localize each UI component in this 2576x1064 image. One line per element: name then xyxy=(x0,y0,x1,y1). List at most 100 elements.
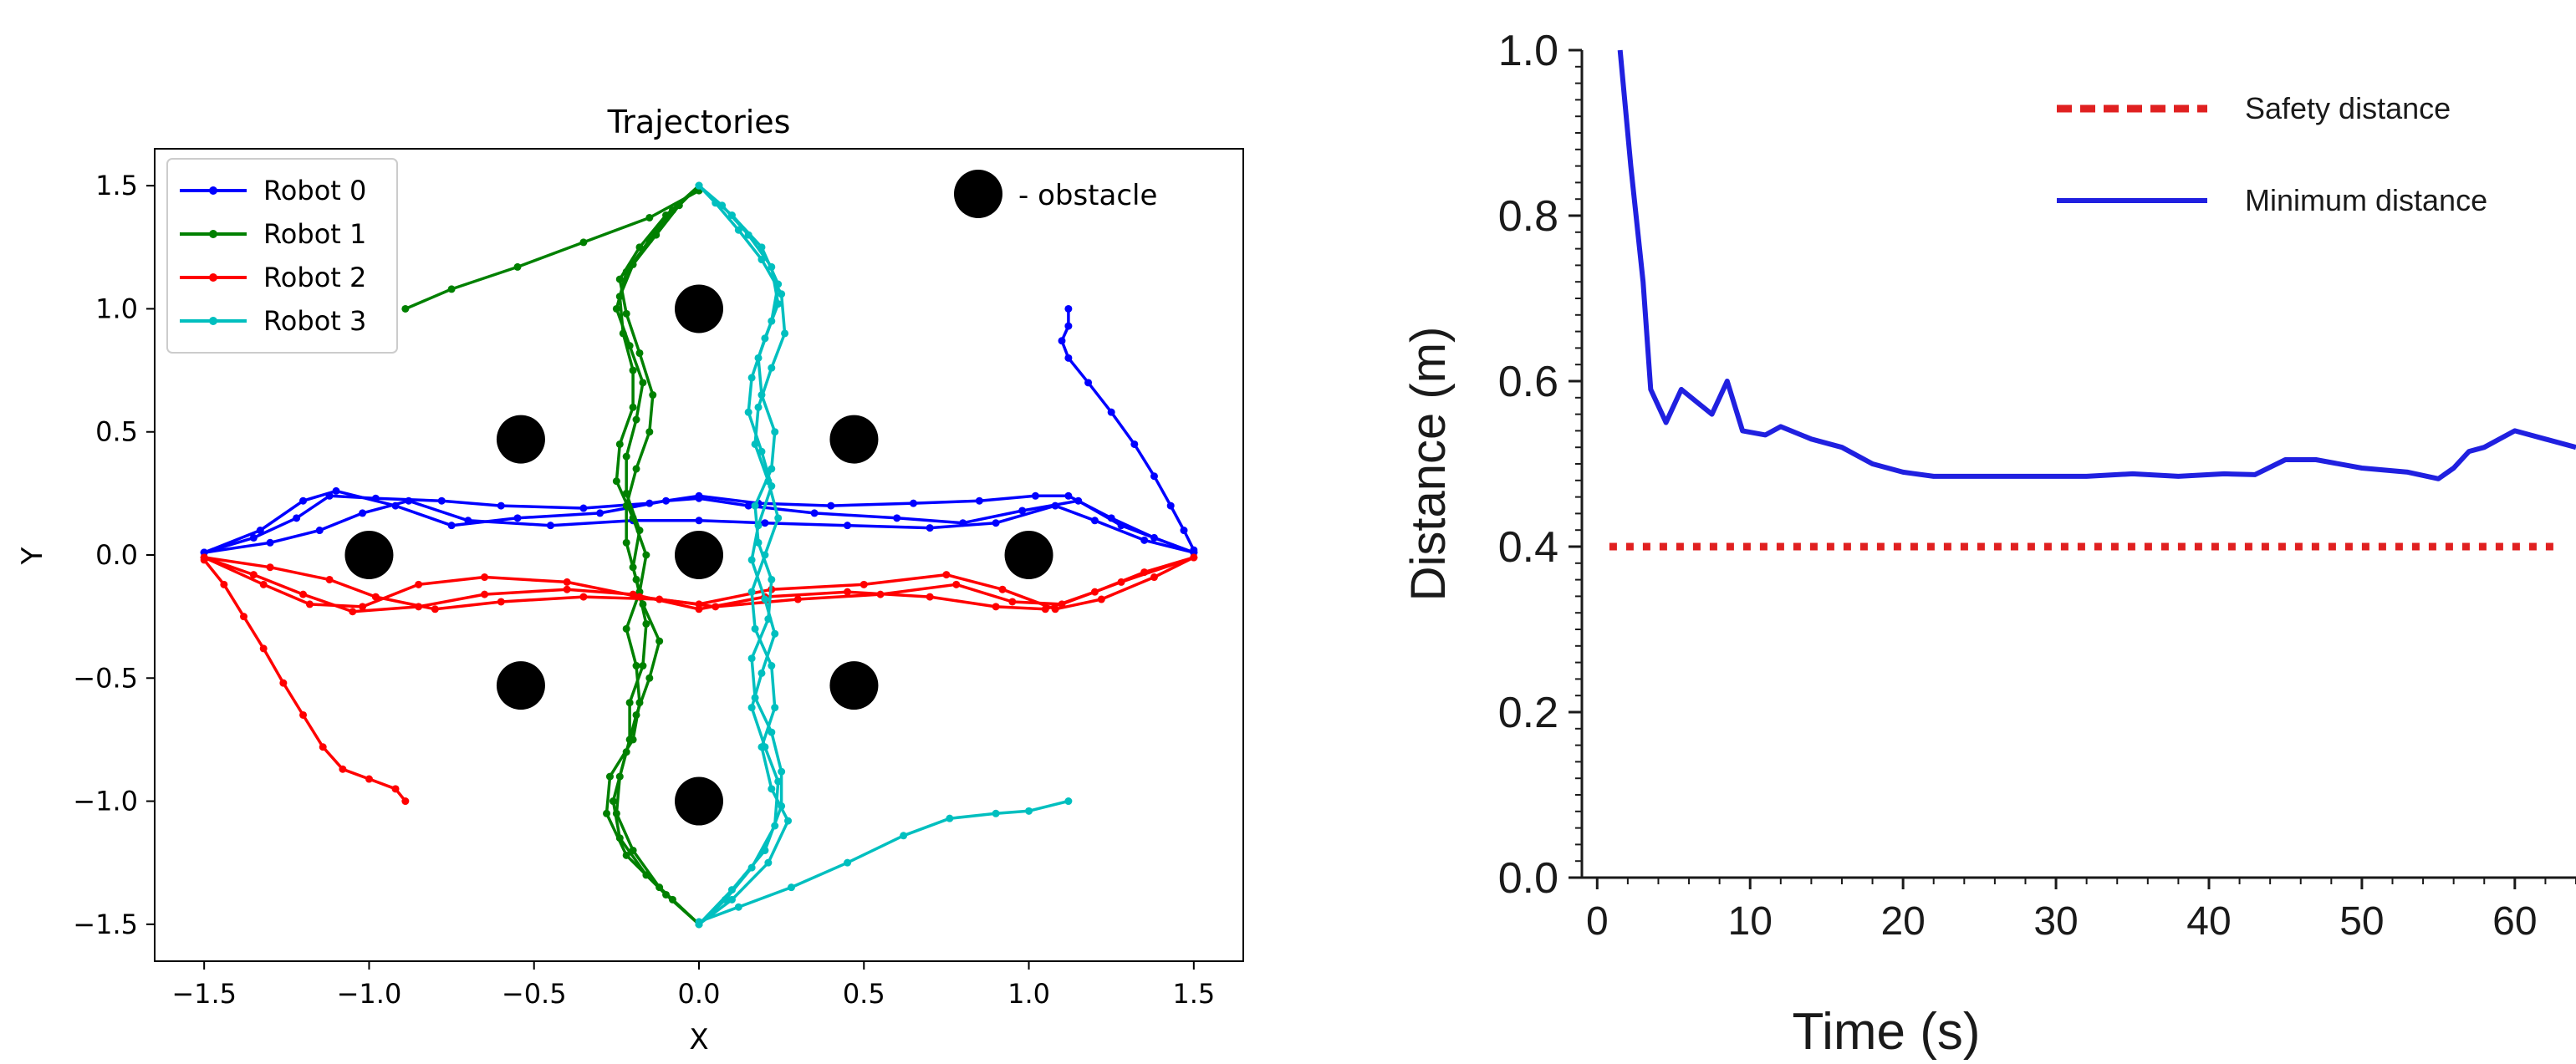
legend-marker-robot-3 xyxy=(209,317,217,325)
robot-2-point xyxy=(1008,598,1017,606)
robot-3-point xyxy=(751,440,759,448)
robot-0-point xyxy=(926,524,934,532)
robot-1-point xyxy=(632,662,640,670)
obstacle-3 xyxy=(344,531,394,579)
robot-3-point xyxy=(712,199,720,207)
robot-1-point xyxy=(645,428,654,436)
x-tick-label: 0.0 xyxy=(678,978,721,1010)
robot-0-point xyxy=(1058,337,1066,345)
y-tick-label: −0.5 xyxy=(73,662,138,694)
robot-3-point xyxy=(751,624,759,633)
legend-marker-robot-2 xyxy=(209,273,217,282)
robot-2-point xyxy=(998,585,1007,593)
obstacles-layer xyxy=(344,284,1053,826)
robot-0-point xyxy=(1090,517,1099,525)
robot-3-point xyxy=(751,694,759,702)
robot-2-point xyxy=(401,797,410,806)
obstacle-7 xyxy=(829,661,879,710)
robot-0-point xyxy=(437,496,446,505)
obstacle-8 xyxy=(675,776,723,826)
robot-2-point xyxy=(266,563,274,572)
series-minimum-distance xyxy=(1617,49,2576,481)
robot-0-point xyxy=(893,514,901,522)
y-tick-label: −1.5 xyxy=(73,909,138,940)
robot-2-point xyxy=(1051,605,1059,613)
robot-0-point xyxy=(256,527,264,535)
series-robot-3 xyxy=(695,181,1073,929)
robot-3-point xyxy=(754,354,763,362)
robot-1-point xyxy=(635,243,644,252)
robot-2-point xyxy=(497,598,505,606)
robot-1-point xyxy=(635,349,644,357)
robot-3-point xyxy=(844,858,852,867)
obstacle-5 xyxy=(1004,531,1053,579)
robot-3-point xyxy=(774,514,783,522)
legend: Safety distance Minimum distance xyxy=(2057,91,2487,217)
y-tick-label: 0.0 xyxy=(1498,854,1558,903)
y-tick-label: 0.4 xyxy=(1498,523,1558,572)
robot-0-point xyxy=(1166,501,1175,510)
obstacle-1 xyxy=(496,415,545,464)
robot-3-point xyxy=(754,538,763,547)
x-tick-label: 40 xyxy=(2186,899,2231,944)
robot-1-point xyxy=(447,285,456,293)
robot-2-point xyxy=(279,679,288,687)
robot-2-point xyxy=(1190,553,1198,562)
robot-3-point xyxy=(747,374,756,382)
robot-3-point xyxy=(768,465,776,473)
robot-2-point xyxy=(371,593,380,601)
legend-label-robot-2: Robot 2 xyxy=(263,262,366,293)
robot-3-point xyxy=(695,181,703,190)
robot-2-point xyxy=(431,605,439,613)
x-tick-label: 30 xyxy=(2033,899,2078,944)
robot-2-point xyxy=(259,580,268,588)
robot-2-path-2 xyxy=(202,556,1196,611)
robot-2-point xyxy=(259,644,268,653)
robot-2-point xyxy=(1097,595,1105,603)
robot-1-point xyxy=(622,452,630,461)
robot-1-point xyxy=(609,797,617,806)
robot-0-point xyxy=(1107,408,1115,416)
robot-1-point xyxy=(642,619,650,628)
legend-label-safety-distance: Safety distance xyxy=(2245,91,2451,125)
robot-3-point xyxy=(778,290,786,298)
robot-1-point xyxy=(629,260,637,268)
robot-2-point xyxy=(325,575,334,583)
y-axis-label: Y xyxy=(16,547,49,565)
robot-0-point xyxy=(909,499,917,507)
x-tick-label: −1.5 xyxy=(171,978,237,1010)
legend-label-minimum-distance: Minimum distance xyxy=(2245,183,2487,217)
robot-0-point xyxy=(1117,522,1125,530)
robot-3-point xyxy=(771,629,779,638)
robot-1-point xyxy=(401,304,410,313)
x-tick-label: −0.5 xyxy=(502,978,567,1010)
robot-0-point xyxy=(464,517,472,525)
robot-1-point xyxy=(629,366,637,374)
robot-0-point xyxy=(1140,536,1149,544)
robot-2-point xyxy=(299,710,308,719)
robot-0-point xyxy=(293,514,301,522)
x-tick-label: −1.0 xyxy=(337,978,402,1010)
robot-0-point xyxy=(299,496,308,505)
robot-0-point xyxy=(1180,527,1188,535)
robot-0-point xyxy=(315,527,324,535)
obstacle-6 xyxy=(496,661,545,710)
x-tick-label: 10 xyxy=(1728,899,1773,944)
robot-2-point xyxy=(926,593,934,601)
y-axis-label: Distance (m) xyxy=(1401,327,1456,602)
robot-1-point xyxy=(615,440,624,448)
robot-2-point xyxy=(220,580,228,588)
robot-2-point xyxy=(319,743,327,751)
x-tick-label: 1.0 xyxy=(1007,978,1050,1010)
robot-1-point xyxy=(622,538,630,547)
robot-3-point xyxy=(757,256,766,264)
series-robot-2 xyxy=(200,553,1198,806)
y-tick-label: 1.5 xyxy=(95,170,138,201)
robot-1-point xyxy=(615,293,624,301)
robot-2-point xyxy=(712,603,720,611)
robot-0-point xyxy=(844,522,852,530)
robot-1-point xyxy=(655,637,664,645)
robot-1-point xyxy=(625,699,634,707)
robot-2-point xyxy=(1058,600,1066,608)
robot-2-point xyxy=(655,595,664,603)
